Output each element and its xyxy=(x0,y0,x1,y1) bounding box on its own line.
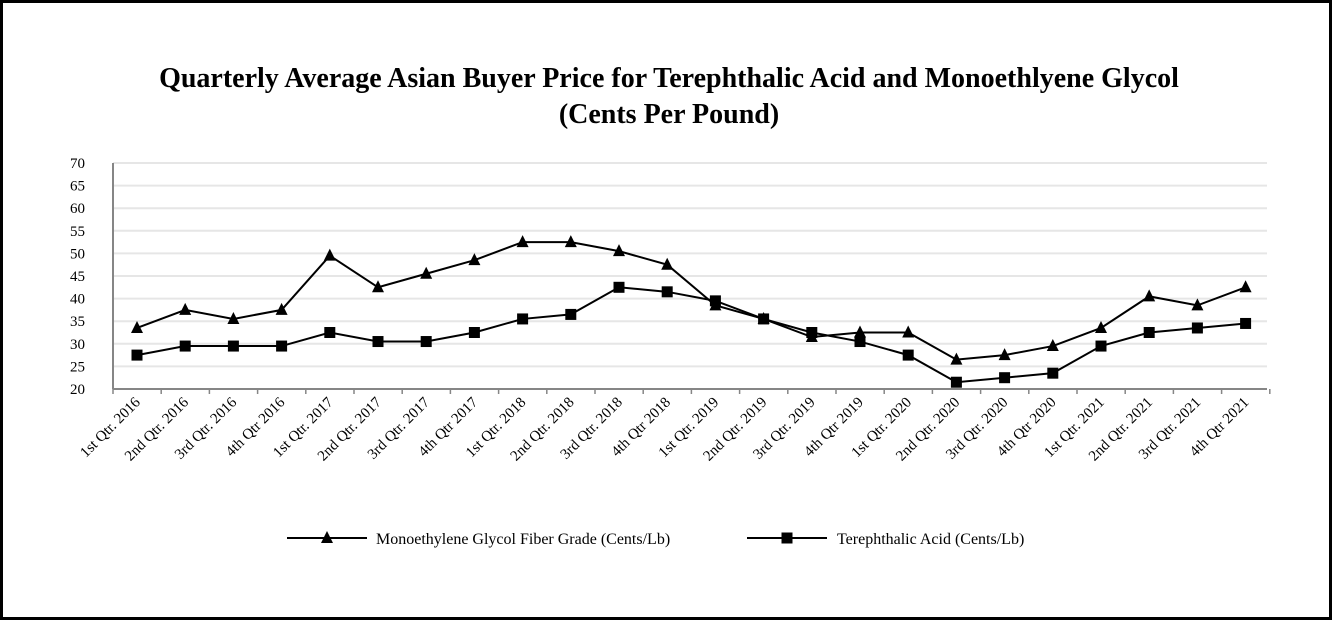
data-point-square xyxy=(565,308,577,320)
legend-label: Monoethylene Glycol Fiber Grade (Cents/L… xyxy=(376,531,670,548)
series-monoethylene-glycol xyxy=(131,235,1252,365)
y-tick-label: 45 xyxy=(70,269,85,285)
data-point-triangle xyxy=(1239,280,1252,293)
data-point-triangle xyxy=(613,244,625,257)
y-tick-label: 65 xyxy=(70,179,85,195)
data-point-square xyxy=(902,349,914,361)
series-terephthalic-acid xyxy=(131,281,1252,388)
legend-item: Monoethylene Glycol Fiber Grade (Cents/L… xyxy=(287,531,670,548)
data-point-triangle xyxy=(902,325,915,338)
y-tick-label: 30 xyxy=(70,337,85,353)
data-point-triangle xyxy=(564,235,577,248)
data-point-square xyxy=(613,281,625,293)
data-point-triangle xyxy=(131,320,143,333)
data-point-square xyxy=(179,340,191,352)
data-point-square xyxy=(227,340,239,352)
data-point-square xyxy=(1191,322,1203,334)
data-point-square xyxy=(781,532,793,544)
data-point-square xyxy=(854,336,866,348)
data-point-triangle xyxy=(179,302,192,315)
series-line xyxy=(136,286,1246,384)
y-axis-tick-labels: 20 25 30 35 40 45 50 55 60 65 70 xyxy=(70,156,85,398)
data-point-triangle xyxy=(321,531,333,543)
y-tick-label: 20 xyxy=(70,382,85,398)
y-tick-label: 25 xyxy=(70,359,85,375)
legend: Monoethylene Glycol Fiber Grade (Cents/L… xyxy=(287,531,1024,548)
y-tick-label: 35 xyxy=(70,314,85,330)
data-point-square xyxy=(806,327,818,338)
gridlines xyxy=(113,162,1267,368)
series-line xyxy=(136,241,1246,361)
x-axis-ticks xyxy=(112,389,1271,394)
data-point-triangle xyxy=(516,235,529,248)
chart-title-line-1: Quarterly Average Asian Buyer Price for … xyxy=(159,63,1179,94)
data-point-square xyxy=(131,349,143,361)
data-point-triangle xyxy=(420,266,433,279)
y-tick-label: 60 xyxy=(70,201,85,217)
y-tick-label: 55 xyxy=(70,224,85,240)
data-point-triangle xyxy=(1191,298,1204,311)
data-point-triangle xyxy=(227,311,240,324)
data-point-square xyxy=(709,295,721,307)
data-point-square xyxy=(950,376,962,388)
data-point-square xyxy=(661,286,673,298)
data-point-triangle xyxy=(1095,320,1107,333)
chart-title: Quarterly Average Asian Buyer Price for … xyxy=(3,61,1332,133)
data-point-triangle xyxy=(854,325,866,338)
data-point-triangle xyxy=(372,280,384,293)
data-point-square xyxy=(1047,367,1059,379)
data-point-square xyxy=(758,313,770,325)
data-point-triangle xyxy=(323,248,336,261)
data-point-square xyxy=(517,313,529,325)
data-point-triangle xyxy=(468,253,481,266)
data-point-square xyxy=(1240,317,1252,329)
data-point-triangle xyxy=(661,257,674,270)
data-point-square xyxy=(468,327,480,338)
data-point-triangle xyxy=(950,352,963,365)
data-point-square xyxy=(999,372,1011,384)
chart-title-line-2: (Cents Per Pound) xyxy=(558,99,780,130)
data-point-triangle xyxy=(1046,339,1059,352)
data-point-triangle xyxy=(275,302,288,315)
data-point-square xyxy=(420,336,432,348)
y-tick-label: 40 xyxy=(70,292,85,308)
data-point-square xyxy=(276,340,288,352)
legend-item: Terephthalic Acid (Cents/Lb) xyxy=(747,531,1024,548)
data-point-square xyxy=(1143,327,1155,338)
data-point-square xyxy=(1095,340,1107,352)
data-point-triangle xyxy=(1143,289,1156,302)
y-tick-label: 70 xyxy=(70,156,85,172)
data-point-square xyxy=(372,336,384,348)
y-tick-label: 50 xyxy=(70,246,85,262)
data-point-square xyxy=(324,327,336,338)
legend-label: Terephthalic Acid (Cents/Lb) xyxy=(837,531,1024,548)
data-point-triangle xyxy=(998,348,1011,361)
